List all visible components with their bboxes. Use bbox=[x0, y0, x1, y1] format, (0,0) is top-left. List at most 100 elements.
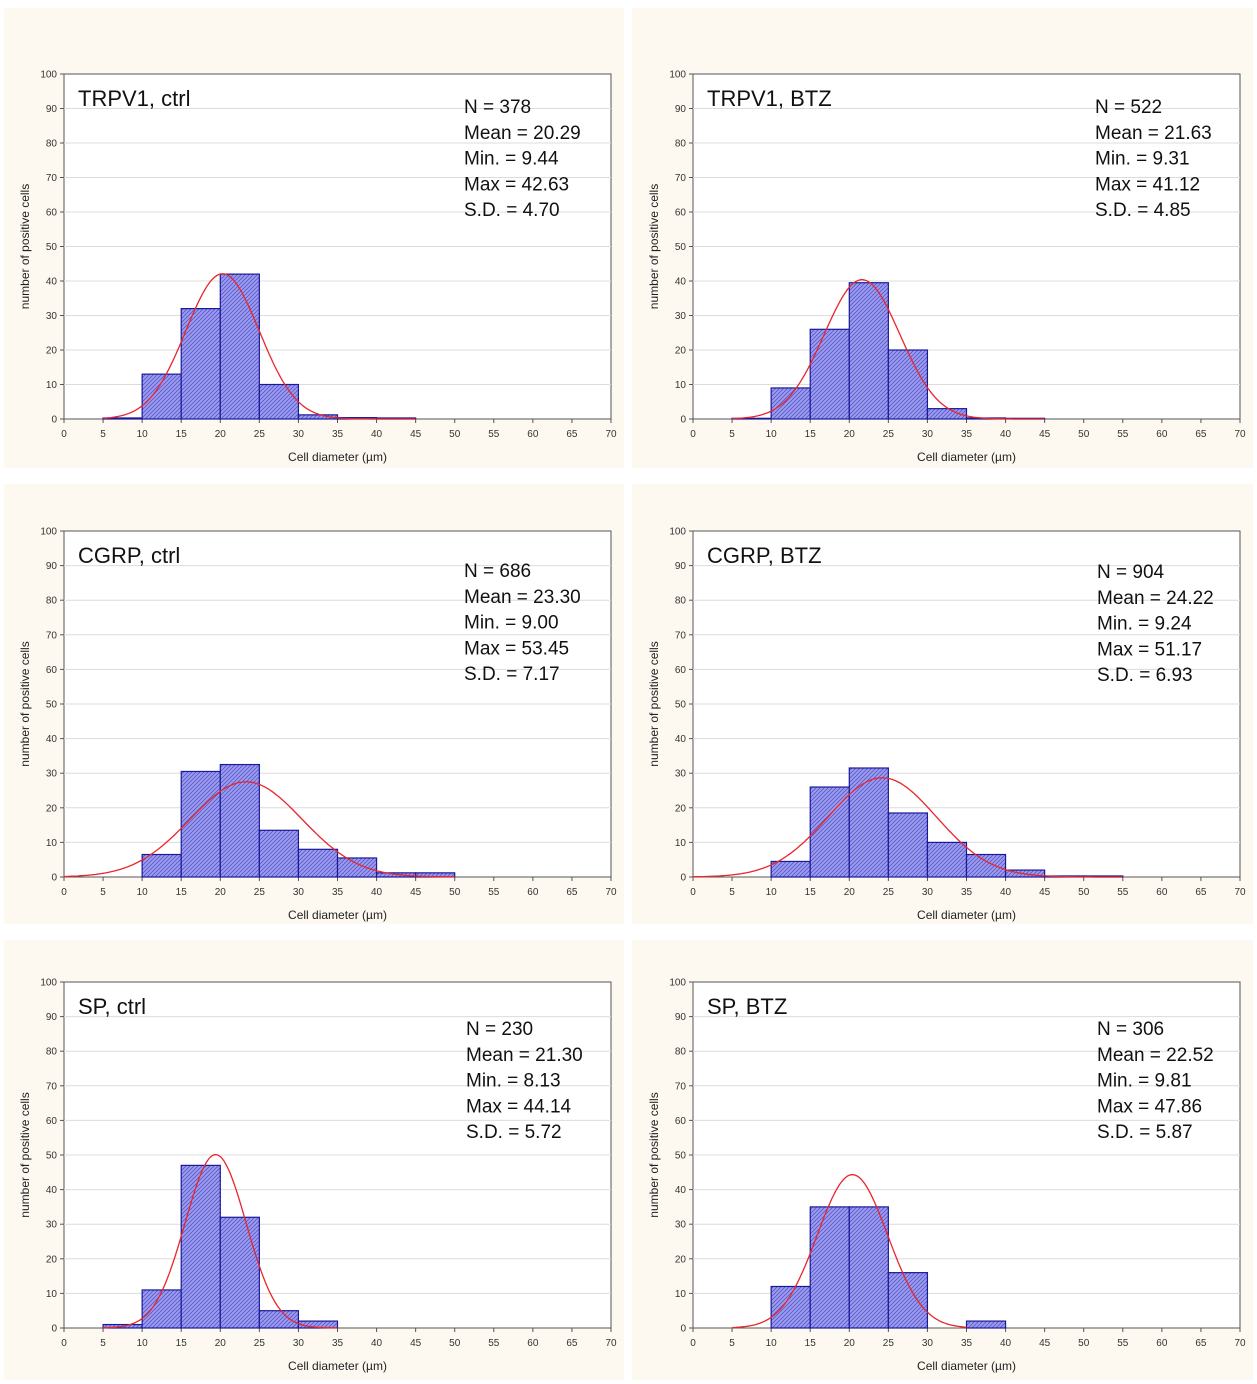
x-tick-label: 0 bbox=[690, 429, 696, 440]
stats-line: Max = 53.45 bbox=[464, 638, 569, 659]
x-tick-label: 35 bbox=[332, 887, 344, 898]
x-tick-label: 40 bbox=[371, 887, 383, 898]
y-tick-label: 20 bbox=[675, 346, 687, 357]
x-tick-label: 0 bbox=[61, 887, 67, 898]
x-tick-label: 55 bbox=[488, 429, 500, 440]
y-tick-label: 50 bbox=[675, 1151, 687, 1162]
x-tick-label: 40 bbox=[371, 429, 383, 440]
y-tick-label: 10 bbox=[46, 380, 58, 391]
x-tick-label: 10 bbox=[137, 887, 149, 898]
histogram-bar bbox=[141, 853, 182, 878]
x-tick-label: 10 bbox=[766, 429, 778, 440]
chart-panel: 0 10 20 30 40 50 60 70 80 90 100 0 5 10 15 20 25 30 35 40 45… bbox=[632, 940, 1253, 1380]
x-tick-label: 55 bbox=[1117, 1338, 1129, 1349]
y-tick-label: 30 bbox=[675, 311, 687, 322]
stats-line: Max = 47.86 bbox=[1097, 1096, 1202, 1117]
y-tick-label: 20 bbox=[46, 803, 58, 814]
y-tick-label: 60 bbox=[46, 665, 58, 676]
x-axis-label: Cell diameter (µm) bbox=[917, 908, 1016, 922]
y-tick-label: 0 bbox=[680, 415, 686, 426]
x-tick-label: 65 bbox=[566, 429, 578, 440]
y-tick-label: 30 bbox=[46, 1220, 58, 1231]
x-tick-label: 50 bbox=[1078, 887, 1090, 898]
x-tick-label: 15 bbox=[805, 1338, 817, 1349]
x-tick-label: 0 bbox=[690, 1338, 696, 1349]
y-tick-label: 40 bbox=[675, 1185, 687, 1196]
y-axis-label: number of positive cells bbox=[647, 184, 661, 309]
x-tick-label: 40 bbox=[1000, 887, 1012, 898]
x-tick-label: 25 bbox=[883, 429, 895, 440]
x-tick-label: 25 bbox=[254, 1338, 266, 1349]
stats-line: N = 230 bbox=[466, 1019, 533, 1040]
panel-title: CGRP, BTZ bbox=[707, 543, 822, 568]
x-tick-label: 30 bbox=[293, 887, 305, 898]
y-tick-label: 20 bbox=[46, 346, 58, 357]
stats-line: S.D. = 7.17 bbox=[464, 664, 560, 685]
histogram-bar bbox=[965, 853, 1007, 878]
histogram-bar bbox=[141, 1289, 182, 1329]
y-tick-label: 40 bbox=[675, 734, 687, 745]
histogram-bar bbox=[887, 812, 929, 878]
x-tick-label: 65 bbox=[1195, 429, 1207, 440]
y-tick-label: 90 bbox=[46, 561, 58, 572]
panel-title: TRPV1, ctrl bbox=[78, 86, 190, 111]
x-tick-label: 20 bbox=[844, 1338, 856, 1349]
y-tick-label: 80 bbox=[46, 1047, 58, 1058]
histogram-bar bbox=[848, 767, 889, 878]
x-axis-label: Cell diameter (µm) bbox=[917, 450, 1016, 464]
chart-panel: 0 10 20 30 40 50 60 70 80 90 100 0 5 10 15 20 25 30 35 40 45… bbox=[632, 484, 1253, 924]
y-tick-label: 30 bbox=[46, 311, 58, 322]
x-tick-label: 60 bbox=[1156, 1338, 1168, 1349]
histogram-bar bbox=[219, 1216, 260, 1329]
stats-line: S.D. = 5.87 bbox=[1097, 1122, 1193, 1143]
y-tick-label: 70 bbox=[46, 173, 58, 184]
y-tick-label: 10 bbox=[46, 1289, 58, 1300]
y-tick-label: 100 bbox=[40, 527, 57, 538]
chart-panel: 0 10 20 30 40 50 60 70 80 90 100 0 5 10 15 20 25 30 35 40 45… bbox=[4, 940, 624, 1380]
x-tick-label: 55 bbox=[1117, 887, 1129, 898]
y-tick-label: 0 bbox=[51, 873, 57, 884]
y-tick-label: 100 bbox=[669, 527, 686, 538]
x-axis-label: Cell diameter (µm) bbox=[288, 1359, 387, 1373]
normal-fit-curve bbox=[103, 1153, 338, 1329]
stats-line: Mean = 21.30 bbox=[466, 1045, 583, 1066]
x-tick-label: 60 bbox=[1156, 887, 1168, 898]
histogram-bar bbox=[809, 786, 850, 878]
y-tick-label: 70 bbox=[675, 173, 687, 184]
y-tick-label: 90 bbox=[675, 104, 687, 115]
x-tick-label: 70 bbox=[1234, 887, 1246, 898]
x-tick-label: 40 bbox=[1000, 429, 1012, 440]
x-axis-label: Cell diameter (µm) bbox=[288, 450, 387, 464]
x-tick-label: 25 bbox=[254, 429, 266, 440]
y-tick-label: 80 bbox=[675, 1047, 687, 1058]
x-tick-label: 35 bbox=[332, 1338, 344, 1349]
panel-title: CGRP, ctrl bbox=[78, 543, 180, 568]
x-tick-label: 60 bbox=[527, 1338, 539, 1349]
x-tick-label: 5 bbox=[100, 1338, 106, 1349]
x-tick-label: 5 bbox=[729, 1338, 735, 1349]
x-tick-label: 20 bbox=[844, 887, 856, 898]
x-tick-label: 15 bbox=[805, 887, 817, 898]
histogram-bar bbox=[141, 373, 182, 420]
stats-line: Min. = 9.81 bbox=[1097, 1071, 1192, 1092]
x-axis-label: Cell diameter (µm) bbox=[917, 1359, 1016, 1373]
normal-fit-curve bbox=[103, 273, 416, 420]
x-tick-label: 0 bbox=[61, 1338, 67, 1349]
y-tick-label: 40 bbox=[46, 277, 58, 288]
histogram-bar bbox=[809, 1206, 850, 1329]
y-tick-label: 50 bbox=[46, 242, 58, 253]
y-tick-label: 50 bbox=[675, 700, 687, 711]
x-tick-label: 55 bbox=[488, 887, 500, 898]
stats-line: Max = 44.14 bbox=[466, 1096, 572, 1117]
histogram-bar bbox=[926, 841, 968, 878]
histogram-bar bbox=[219, 273, 260, 420]
histogram-bar bbox=[180, 770, 221, 878]
stats-line: Max = 51.17 bbox=[1097, 639, 1202, 660]
x-tick-label: 50 bbox=[449, 887, 461, 898]
x-tick-label: 65 bbox=[566, 1338, 578, 1349]
stats-line: N = 378 bbox=[464, 97, 531, 118]
x-tick-label: 60 bbox=[527, 429, 539, 440]
y-axis-label: number of positive cells bbox=[18, 641, 32, 766]
y-tick-label: 100 bbox=[40, 978, 57, 989]
